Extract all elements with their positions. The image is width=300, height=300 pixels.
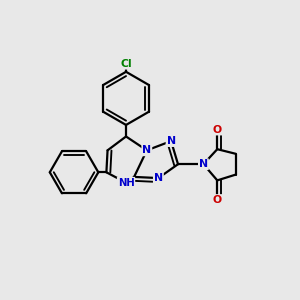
Text: N: N (199, 159, 208, 169)
Text: N: N (167, 136, 176, 146)
Text: O: O (213, 124, 222, 135)
Text: N: N (154, 173, 163, 183)
Text: Cl: Cl (120, 59, 132, 69)
Text: N: N (142, 145, 152, 155)
Text: O: O (213, 195, 222, 205)
Text: NH: NH (118, 178, 134, 188)
